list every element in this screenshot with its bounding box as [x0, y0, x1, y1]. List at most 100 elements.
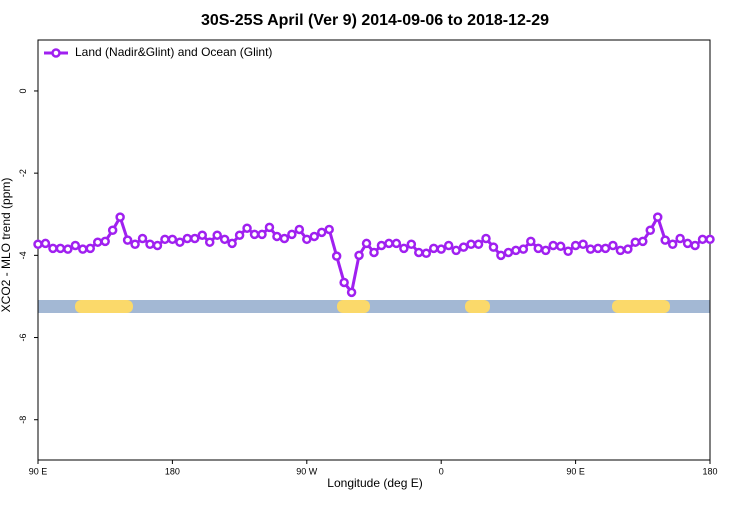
data-point — [690, 240, 700, 251]
data-point — [339, 277, 349, 288]
data-point — [451, 245, 461, 256]
data-point — [316, 227, 327, 238]
data-point — [570, 240, 581, 251]
data-point — [466, 239, 476, 249]
x-tick-label: 90 E — [566, 466, 585, 476]
land-band — [612, 300, 670, 313]
data-point — [421, 248, 432, 259]
data-point — [167, 234, 178, 245]
data-point — [175, 237, 185, 247]
data-point — [204, 237, 215, 247]
y-tick-label: -4 — [18, 251, 28, 259]
data-point — [443, 240, 454, 251]
data-point — [264, 222, 275, 233]
data-point — [458, 242, 469, 252]
data-point — [533, 243, 544, 254]
y-tick-label: -2 — [18, 169, 28, 177]
data-point — [369, 247, 379, 258]
data-point — [384, 238, 394, 249]
data-point — [92, 237, 103, 247]
data-point — [234, 230, 245, 240]
data-point — [190, 233, 200, 244]
data-point — [548, 240, 558, 251]
chart-title: 30S-25S April (Ver 9) 2014-09-06 to 2018… — [201, 12, 549, 29]
legend-label: Land (Nadir&Glint) and Ocean (Glint) — [75, 45, 272, 59]
y-tick-label: -6 — [18, 334, 28, 342]
data-point — [526, 236, 536, 247]
data-point — [540, 245, 551, 256]
plot-frame — [37, 39, 711, 461]
x-tick-label: 180 — [702, 466, 717, 476]
data-point — [414, 247, 424, 258]
x-tick-label: 0 — [439, 466, 444, 476]
data-point — [287, 229, 297, 240]
land-band — [337, 300, 370, 313]
data-point — [346, 287, 357, 298]
data-point — [682, 238, 693, 249]
data-point — [630, 237, 641, 247]
data-point — [219, 234, 230, 245]
data-point — [100, 236, 110, 247]
data-point — [436, 244, 446, 254]
data-point — [511, 245, 521, 256]
data-point — [107, 225, 118, 236]
data-point — [309, 231, 320, 242]
data-point — [428, 243, 439, 254]
y-axis-label: XCO2 - MLO trend (ppm) — [0, 178, 13, 313]
x-axis-label: Longitude (deg E) — [327, 476, 422, 490]
x-tick-label: 90 W — [296, 466, 318, 476]
data-point — [615, 245, 626, 256]
data-point — [160, 234, 170, 245]
data-point — [302, 234, 312, 245]
data-point — [182, 233, 193, 244]
data-point — [660, 235, 670, 245]
data-point — [705, 234, 715, 245]
data-point — [249, 229, 260, 240]
x-tick-label: 180 — [165, 466, 180, 476]
data-point — [145, 239, 155, 249]
data-point — [78, 244, 88, 254]
data-point — [354, 250, 364, 261]
data-point — [399, 243, 409, 254]
data-point — [623, 244, 633, 254]
data-point — [279, 233, 290, 244]
data-point — [555, 241, 566, 252]
data-point — [197, 230, 208, 240]
data-point — [481, 233, 491, 244]
data-point — [70, 240, 81, 251]
data-point — [578, 239, 588, 249]
data-point — [361, 238, 372, 249]
data-point — [608, 240, 618, 251]
data-point — [48, 243, 58, 254]
data-point — [40, 238, 51, 249]
data-point — [667, 239, 678, 249]
land-band — [75, 300, 133, 313]
data-point — [600, 243, 611, 254]
data-point — [585, 244, 596, 254]
legend-marker — [51, 48, 61, 58]
x-tick-label: 90 E — [29, 466, 48, 476]
data-point — [473, 239, 484, 249]
data-point — [331, 251, 342, 261]
data-point — [406, 239, 417, 249]
land-band — [465, 300, 490, 313]
data-point — [242, 223, 252, 233]
ocean-band — [38, 300, 710, 313]
data-point — [593, 243, 603, 254]
data-point — [122, 235, 133, 245]
data-point — [563, 246, 573, 256]
data-point — [324, 224, 334, 235]
data-point — [652, 212, 663, 222]
data-point — [503, 247, 514, 258]
data-point — [376, 240, 387, 251]
y-tick-label: 0 — [18, 88, 28, 93]
data-point — [63, 244, 73, 254]
data-point — [294, 224, 305, 235]
surface-band — [38, 300, 710, 313]
data-point — [152, 240, 163, 251]
data-point — [496, 250, 506, 261]
data-point — [638, 236, 648, 247]
data-point — [130, 239, 140, 249]
data-point — [33, 239, 43, 249]
